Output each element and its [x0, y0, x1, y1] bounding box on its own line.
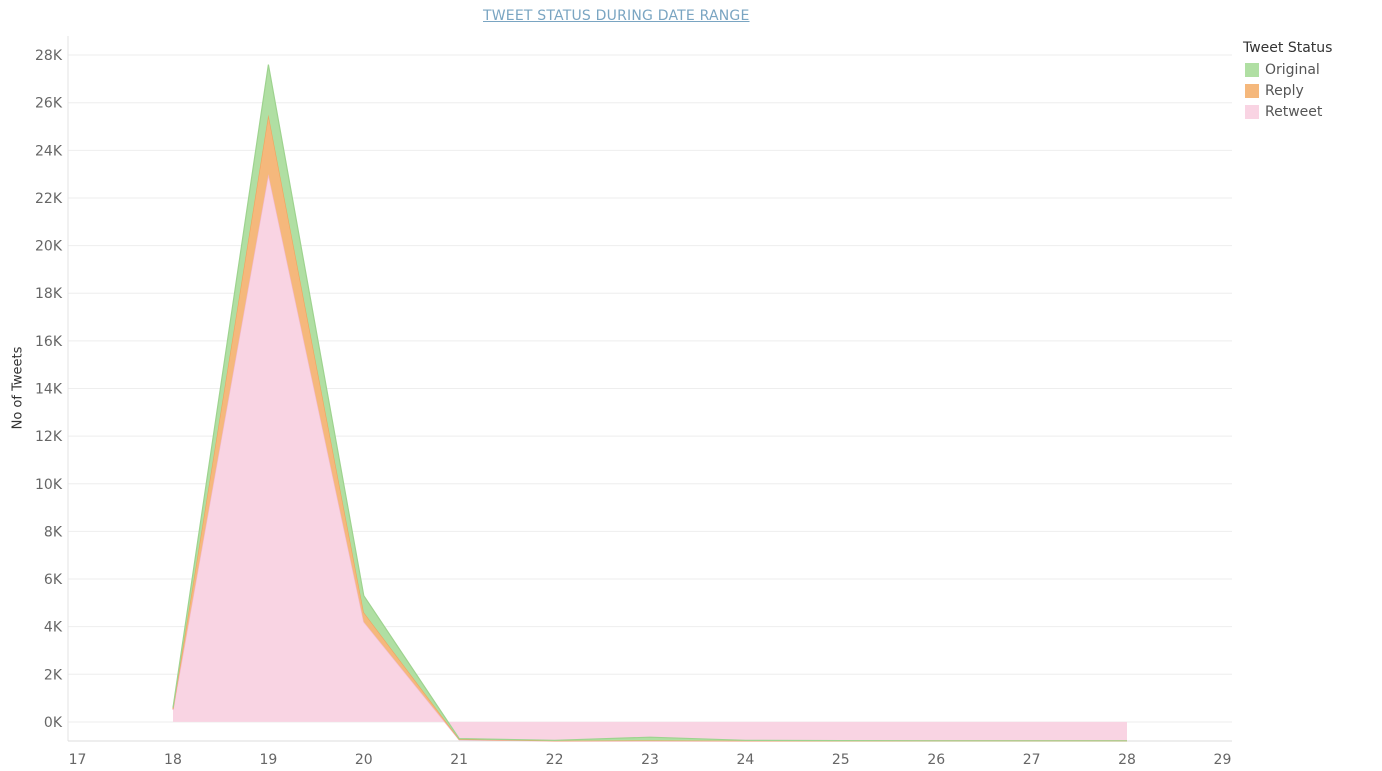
- legend-swatch: [1245, 104, 1259, 119]
- chart-title[interactable]: TWEET STATUS DURING DATE RANGE: [483, 8, 750, 24]
- x-tick-label: 18: [164, 752, 182, 768]
- y-tick-label: 8K: [44, 524, 63, 540]
- legend: Tweet Status Original Reply Retweet: [1243, 40, 1373, 122]
- y-tick-label: 28K: [35, 48, 63, 64]
- series-area-retweet: [173, 174, 1127, 742]
- y-tick-label: 6K: [44, 572, 63, 588]
- y-tick-label: 18K: [35, 286, 63, 302]
- legend-item-reply[interactable]: Reply: [1243, 80, 1373, 101]
- y-tick-label: 24K: [35, 143, 63, 159]
- legend-item-original[interactable]: Original: [1243, 59, 1373, 80]
- y-tick-label: 26K: [35, 96, 63, 112]
- x-tick-label: 24: [736, 752, 754, 768]
- x-tick-label: 23: [641, 752, 659, 768]
- y-tick-label: 14K: [35, 382, 63, 398]
- legend-title: Tweet Status: [1243, 40, 1333, 56]
- x-tick-label: 25: [832, 752, 850, 768]
- x-tick-label: 21: [450, 752, 468, 768]
- x-tick-label: 29: [1214, 752, 1232, 768]
- x-tick-label: 17: [69, 752, 87, 768]
- legend-label: Retweet: [1265, 103, 1323, 120]
- y-tick-label: 20K: [35, 239, 63, 255]
- y-tick-label: 0K: [44, 715, 63, 731]
- x-tick-label: 19: [259, 752, 277, 768]
- x-tick-label: 27: [1023, 752, 1041, 768]
- x-tick-label: 22: [546, 752, 564, 768]
- y-tick-label: 16K: [35, 334, 63, 350]
- x-tick-labels: 17 18 19 20 21 22 23 24 25 26 27 28 29: [69, 752, 1232, 768]
- x-tick-label: 20: [355, 752, 373, 768]
- legend-label: Reply: [1265, 82, 1304, 99]
- series-line-original: [172, 64, 1127, 742]
- y-tick-label: 2K: [44, 667, 63, 683]
- legend-item-retweet[interactable]: Retweet: [1243, 101, 1373, 122]
- legend-label: Original: [1265, 61, 1320, 78]
- x-tick-label: 26: [927, 752, 945, 768]
- series-areas: [172, 64, 1127, 742]
- y-tick-label: 12K: [35, 429, 63, 445]
- x-tick-label: 28: [1118, 752, 1136, 768]
- y-tick-label: 4K: [44, 620, 63, 636]
- y-tick-label: 22K: [35, 191, 63, 207]
- y-tick-label: 10K: [35, 477, 63, 493]
- y-tick-labels: 0K 2K 4K 6K 8K 10K 12K 14K 16K 18K 20K 22K 24K 26K 28K: [35, 48, 63, 731]
- legend-swatch: [1245, 83, 1259, 98]
- legend-swatch: [1245, 62, 1259, 77]
